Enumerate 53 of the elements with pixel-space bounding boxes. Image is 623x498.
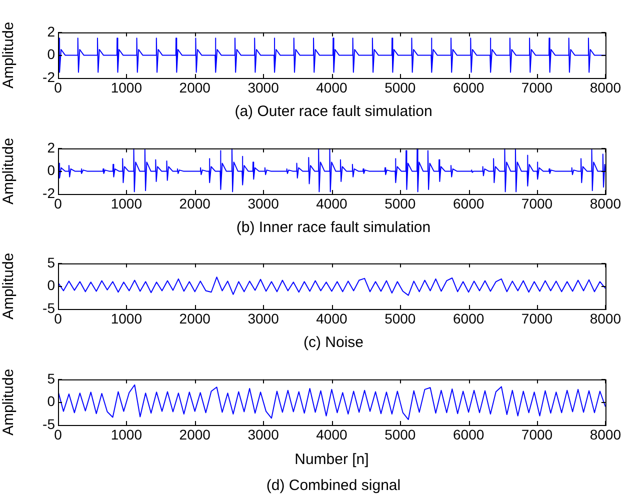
text: (d) Combined signal (265, 477, 402, 494)
x-tick-label: 2000 (179, 310, 211, 326)
x-tick-label: 1000 (110, 79, 142, 96)
x-tick-label: 3000 (248, 426, 280, 442)
x-tick-label: 3000 (248, 195, 280, 212)
x-tick-label: 4000 (316, 195, 348, 212)
x-tick-label: 8000 (590, 426, 622, 442)
x-tick-label: 4000 (316, 310, 348, 326)
y-tick-label: 5 (47, 370, 56, 386)
x-tick-label: 8000 (590, 79, 622, 96)
x-tick-label: 8000 (590, 310, 622, 326)
y-tick-label: -5 (42, 416, 56, 432)
x-tick-label: 3000 (248, 79, 280, 96)
x-tick-label: 2000 (179, 79, 211, 96)
y-tick-label: 5 (47, 254, 56, 270)
y-tick-label: 2 (47, 23, 56, 40)
x-tick-label: 1000 (110, 426, 142, 442)
y-tick-label: 2 (47, 139, 56, 156)
x-tick-label: 7000 (521, 79, 553, 96)
y-tick-label: -2 (42, 184, 56, 201)
y-tick-label: -2 (42, 68, 56, 85)
y-tick-label: 0 (47, 393, 56, 410)
x-tick-label: 5000 (384, 195, 416, 212)
x-tick-label: 7000 (521, 426, 553, 442)
x-tick-label: 6000 (452, 79, 484, 96)
x-tick-label: 6000 (452, 195, 484, 212)
x-tick-label: 6000 (452, 310, 484, 326)
x-tick-label: 6000 (452, 426, 484, 442)
x-tick-label: 1000 (110, 310, 142, 326)
x-tick-label: 7000 (521, 195, 553, 212)
x-tick-label: 5000 (384, 426, 416, 442)
text: (c) Noise (302, 334, 364, 351)
text: (b) Inner race fault simulation (235, 219, 432, 236)
x-tick-label: 5000 (384, 310, 416, 326)
x-tick-label: 4000 (316, 79, 348, 96)
y-axis-title: Amplitude (0, 368, 18, 436)
x-tick-label: 7000 (521, 310, 553, 326)
x-axis-title: Number [n] (294, 451, 369, 468)
x-tick-label: 8000 (590, 195, 622, 212)
x-tick-label: 5000 (384, 79, 416, 96)
y-tick-label: 0 (47, 46, 56, 62)
y-axis-title: Amplitude (0, 252, 18, 320)
y-tick-label: -5 (42, 300, 56, 316)
y-tick-label: 0 (47, 277, 56, 294)
x-tick-label: 4000 (316, 426, 348, 442)
text: (a) Outer race fault simulation (234, 103, 434, 120)
x-tick-label: 2000 (179, 195, 211, 212)
y-axis-title: Amplitude (0, 138, 18, 205)
x-tick-label: 2000 (179, 426, 211, 442)
y-tick-label: 0 (47, 162, 56, 178)
x-tick-label: 1000 (110, 195, 142, 212)
x-tick-label: 3000 (248, 310, 280, 326)
y-axis-title: Amplitude (0, 22, 18, 89)
